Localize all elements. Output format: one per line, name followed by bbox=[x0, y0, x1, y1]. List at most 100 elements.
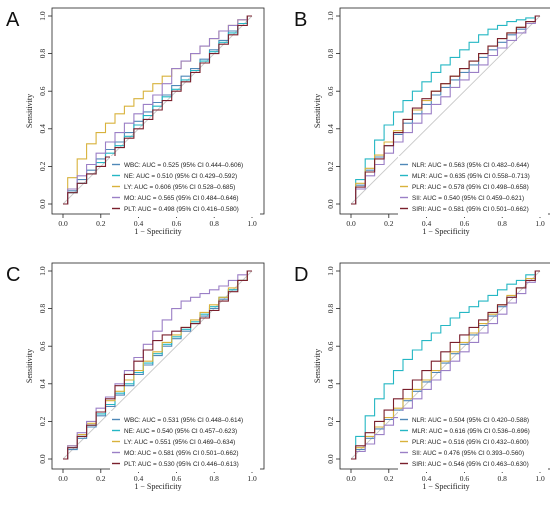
x-tick-label: 1.0 bbox=[247, 219, 257, 228]
x-axis-label: 1 − Specificity bbox=[422, 482, 469, 491]
x-tick-label: 1.0 bbox=[247, 474, 257, 483]
legend-entry-ne: NE: AUC = 0.510 (95% CI 0.429–0.592) bbox=[124, 173, 237, 180]
x-tick-label: 0.8 bbox=[498, 219, 508, 228]
y-tick-label: 0.6 bbox=[38, 86, 47, 96]
y-axis-label: Sensitivity bbox=[313, 94, 322, 128]
y-tick-label: 0.6 bbox=[38, 341, 47, 351]
panel-letter: D bbox=[294, 264, 308, 286]
legend-entry-mo: MO: AUC = 0.565 (95% CI 0.484–0.646) bbox=[124, 195, 239, 202]
x-axis-label: 1 − Specificity bbox=[134, 482, 181, 491]
roc-curve-plt bbox=[63, 15, 252, 205]
x-tick-label: 0.2 bbox=[384, 474, 394, 483]
panel-letter: C bbox=[6, 264, 20, 286]
x-axis-label: 1 − Specificity bbox=[422, 227, 469, 236]
roc-curve-mlr bbox=[351, 270, 540, 460]
x-tick-label: 0.4 bbox=[422, 219, 432, 228]
legend-entry-wbc: WBC: AUC = 0.531 (95% CI 0.448–0.614) bbox=[124, 417, 243, 424]
x-tick-label: 0.6 bbox=[460, 219, 470, 228]
legend-entry-plr: PLR: AUC = 0.578 (95% CI 0.498–0.658) bbox=[412, 184, 529, 191]
x-tick-label: 0.8 bbox=[210, 474, 220, 483]
x-tick-label: 0.8 bbox=[210, 219, 220, 228]
panel-letter: B bbox=[294, 9, 307, 31]
roc-panel-a: A 0.0 0.2 0.4 0.6 0.8 1.0 0.0 0.2 0.4 0.6 0.8 1.0 1 −… bbox=[6, 7, 265, 236]
legend-entry-plt: PLT: AUC = 0.498 (95% CI 0.416–0.580) bbox=[124, 206, 239, 213]
x-axis-label: 1 − Specificity bbox=[134, 227, 181, 236]
y-tick-label: 0.0 bbox=[326, 199, 335, 209]
x-tick-label: 0.6 bbox=[460, 474, 470, 483]
x-tick-label: 0.6 bbox=[172, 474, 182, 483]
legend-box bbox=[398, 411, 548, 472]
reference-diagonal bbox=[350, 270, 541, 460]
y-axis-label: Sensitivity bbox=[313, 349, 322, 383]
legend-box bbox=[110, 411, 260, 472]
x-tick-label: 0.2 bbox=[384, 219, 394, 228]
x-tick-label: 0.0 bbox=[346, 474, 356, 483]
legend-entry-plr: PLR: AUC = 0.516 (95% CI 0.432–0.600) bbox=[412, 439, 529, 446]
roc-panel-b: B 0.0 0.2 0.4 0.6 0.8 1.0 0.0 0.2 0.4 0.6 0.8 1.0 1 −… bbox=[294, 7, 550, 236]
x-tick-label: 0.4 bbox=[134, 474, 144, 483]
y-tick-label: 0.4 bbox=[38, 379, 47, 389]
y-tick-label: 0.8 bbox=[326, 49, 335, 59]
y-tick-label: 0.2 bbox=[326, 416, 335, 426]
legend-entry-mlr: MLR: AUC = 0.635 (95% CI 0.558–0.713) bbox=[412, 173, 530, 180]
y-tick-label: 1.0 bbox=[38, 11, 47, 21]
y-tick-label: 0.6 bbox=[326, 86, 335, 96]
reference-diagonal bbox=[350, 15, 541, 205]
roc-curve-plt bbox=[63, 270, 252, 460]
x-tick-label: 0.2 bbox=[96, 474, 106, 483]
legend-box bbox=[398, 156, 548, 217]
roc-panel-d: D 0.0 0.2 0.4 0.6 0.8 1.0 0.0 0.2 0.4 0.6 0.8 1.0 1 −… bbox=[294, 262, 550, 491]
y-tick-label: 0.4 bbox=[326, 379, 335, 389]
y-tick-label: 0.2 bbox=[38, 416, 47, 426]
y-tick-label: 0.4 bbox=[38, 124, 47, 134]
y-tick-label: 0.8 bbox=[326, 304, 335, 314]
y-tick-label: 0.8 bbox=[38, 49, 47, 59]
y-tick-label: 1.0 bbox=[38, 266, 47, 276]
roc-curve-mo bbox=[63, 15, 252, 205]
legend-box bbox=[110, 156, 260, 217]
y-tick-label: 0.4 bbox=[326, 124, 335, 134]
y-tick-label: 1.0 bbox=[326, 266, 335, 276]
legend-entry-mo: MO: AUC = 0.581 (95% CI 0.501–0.662) bbox=[124, 450, 239, 457]
legend-entry-mlr: MLR: AUC = 0.616 (95% CI 0.536–0.696) bbox=[412, 428, 530, 435]
y-tick-label: 0.2 bbox=[38, 161, 47, 171]
legend-entry-siri: SIRI: AUC = 0.546 (95% CI 0.463–0.630) bbox=[412, 461, 529, 468]
x-tick-label: 1.0 bbox=[535, 219, 545, 228]
x-tick-label: 0.8 bbox=[498, 474, 508, 483]
x-tick-label: 0.6 bbox=[172, 219, 182, 228]
roc-curve-sii bbox=[351, 15, 540, 205]
x-tick-label: 0.0 bbox=[58, 474, 68, 483]
roc-panel-c: C 0.0 0.2 0.4 0.6 0.8 1.0 0.0 0.2 0.4 0.6 0.8 1.0 1 −… bbox=[6, 262, 265, 491]
y-tick-label: 0.0 bbox=[38, 454, 47, 464]
y-axis-label: Sensitivity bbox=[25, 349, 34, 383]
legend-entry-sii: SII: AUC = 0.476 (95% CI 0.393–0.560) bbox=[412, 450, 524, 457]
panel-letter: A bbox=[6, 9, 20, 31]
y-tick-label: 1.0 bbox=[326, 11, 335, 21]
x-tick-label: 0.4 bbox=[134, 219, 144, 228]
y-tick-label: 0.8 bbox=[38, 304, 47, 314]
x-tick-label: 0.0 bbox=[346, 219, 356, 228]
roc-curve-siri bbox=[351, 15, 540, 205]
legend-entry-nlr: NLR: AUC = 0.504 (95% CI 0.420–0.588) bbox=[412, 417, 529, 424]
legend-entry-siri: SIRI: AUC = 0.581 (95% CI 0.501–0.662) bbox=[412, 206, 529, 213]
x-tick-label: 0.0 bbox=[58, 219, 68, 228]
legend-entry-sii: SII: AUC = 0.540 (95% CI 0.459–0.621) bbox=[412, 195, 524, 202]
y-axis-label: Sensitivity bbox=[25, 94, 34, 128]
x-tick-label: 0.4 bbox=[422, 474, 432, 483]
reference-diagonal bbox=[62, 270, 253, 460]
roc-curve-mlr bbox=[351, 15, 540, 205]
y-tick-label: 0.0 bbox=[38, 199, 47, 209]
legend-entry-ly: LY: AUC = 0.606 (95% CI 0.528–0.685) bbox=[124, 184, 235, 191]
x-tick-label: 1.0 bbox=[535, 474, 545, 483]
legend-entry-ne: NE: AUC = 0.540 (95% CI 0.457–0.623) bbox=[124, 428, 237, 435]
legend-entry-wbc: WBC: AUC = 0.525 (95% CI 0.444–0.606) bbox=[124, 162, 243, 169]
x-tick-label: 0.2 bbox=[96, 219, 106, 228]
roc-curve-siri bbox=[351, 270, 540, 460]
y-tick-label: 0.2 bbox=[326, 161, 335, 171]
y-tick-label: 0.0 bbox=[326, 454, 335, 464]
y-tick-label: 0.6 bbox=[326, 341, 335, 351]
legend-entry-plt: PLT: AUC = 0.530 (95% CI 0.446–0.613) bbox=[124, 461, 239, 468]
legend-entry-nlr: NLR: AUC = 0.563 (95% CI 0.482–0.644) bbox=[412, 162, 529, 169]
legend-entry-ly: LY: AUC = 0.551 (95% CI 0.469–0.634) bbox=[124, 439, 235, 446]
